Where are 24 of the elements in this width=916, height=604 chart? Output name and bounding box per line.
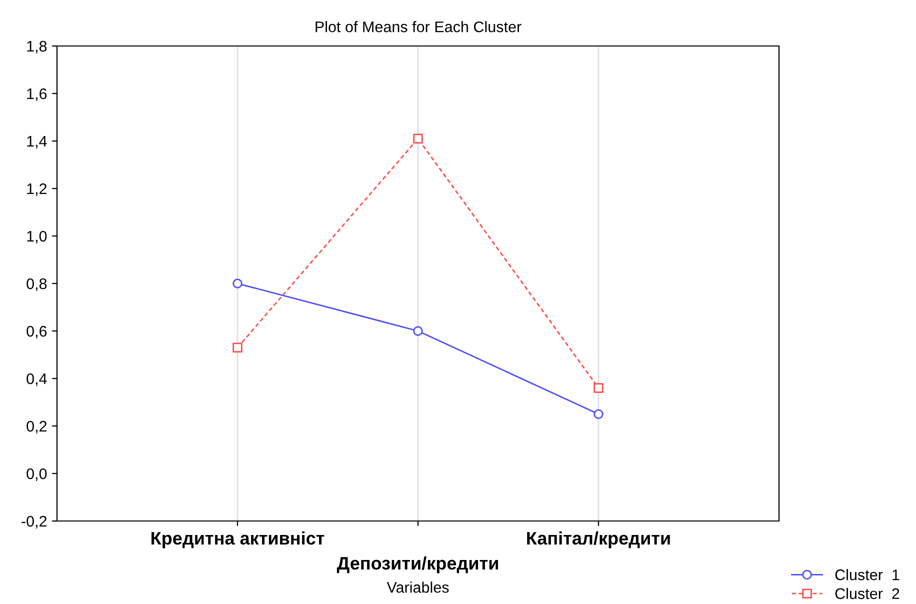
y-tick-label: 0,0 [26,468,47,481]
y-tick-label: 1,4 [27,136,47,148]
point [594,409,604,419]
y-tick-label: 0,8 [26,278,47,291]
y-tick-label: 1,6 [27,88,47,101]
x-axis-title: Variables [386,582,449,593]
y-tick-label: -0,2 [22,516,47,528]
y-tick-label: 1,2 [27,183,47,196]
x-tick-label: Капітал/кредити [527,531,670,548]
chart-title: Plot of Means for Each Cluster [316,21,522,32]
point [413,134,423,144]
y-tick-label: 0,2 [26,420,47,434]
x-tick-label: Депозити/кредити [336,556,498,574]
point [232,278,242,288]
x-tick-label: Кредитна активніст [152,531,324,548]
y-tick-label: 0,4 [26,373,47,386]
point [232,342,242,352]
y-tick-label: 1,0 [27,230,47,244]
point [413,326,423,336]
legend-label: Cluster 1 [835,569,900,580]
y-tick-label: 1,8 [27,40,47,54]
point [594,383,604,393]
legend-label: Cluster 2 [835,588,900,600]
y-tick-label: 0,6 [26,326,47,338]
